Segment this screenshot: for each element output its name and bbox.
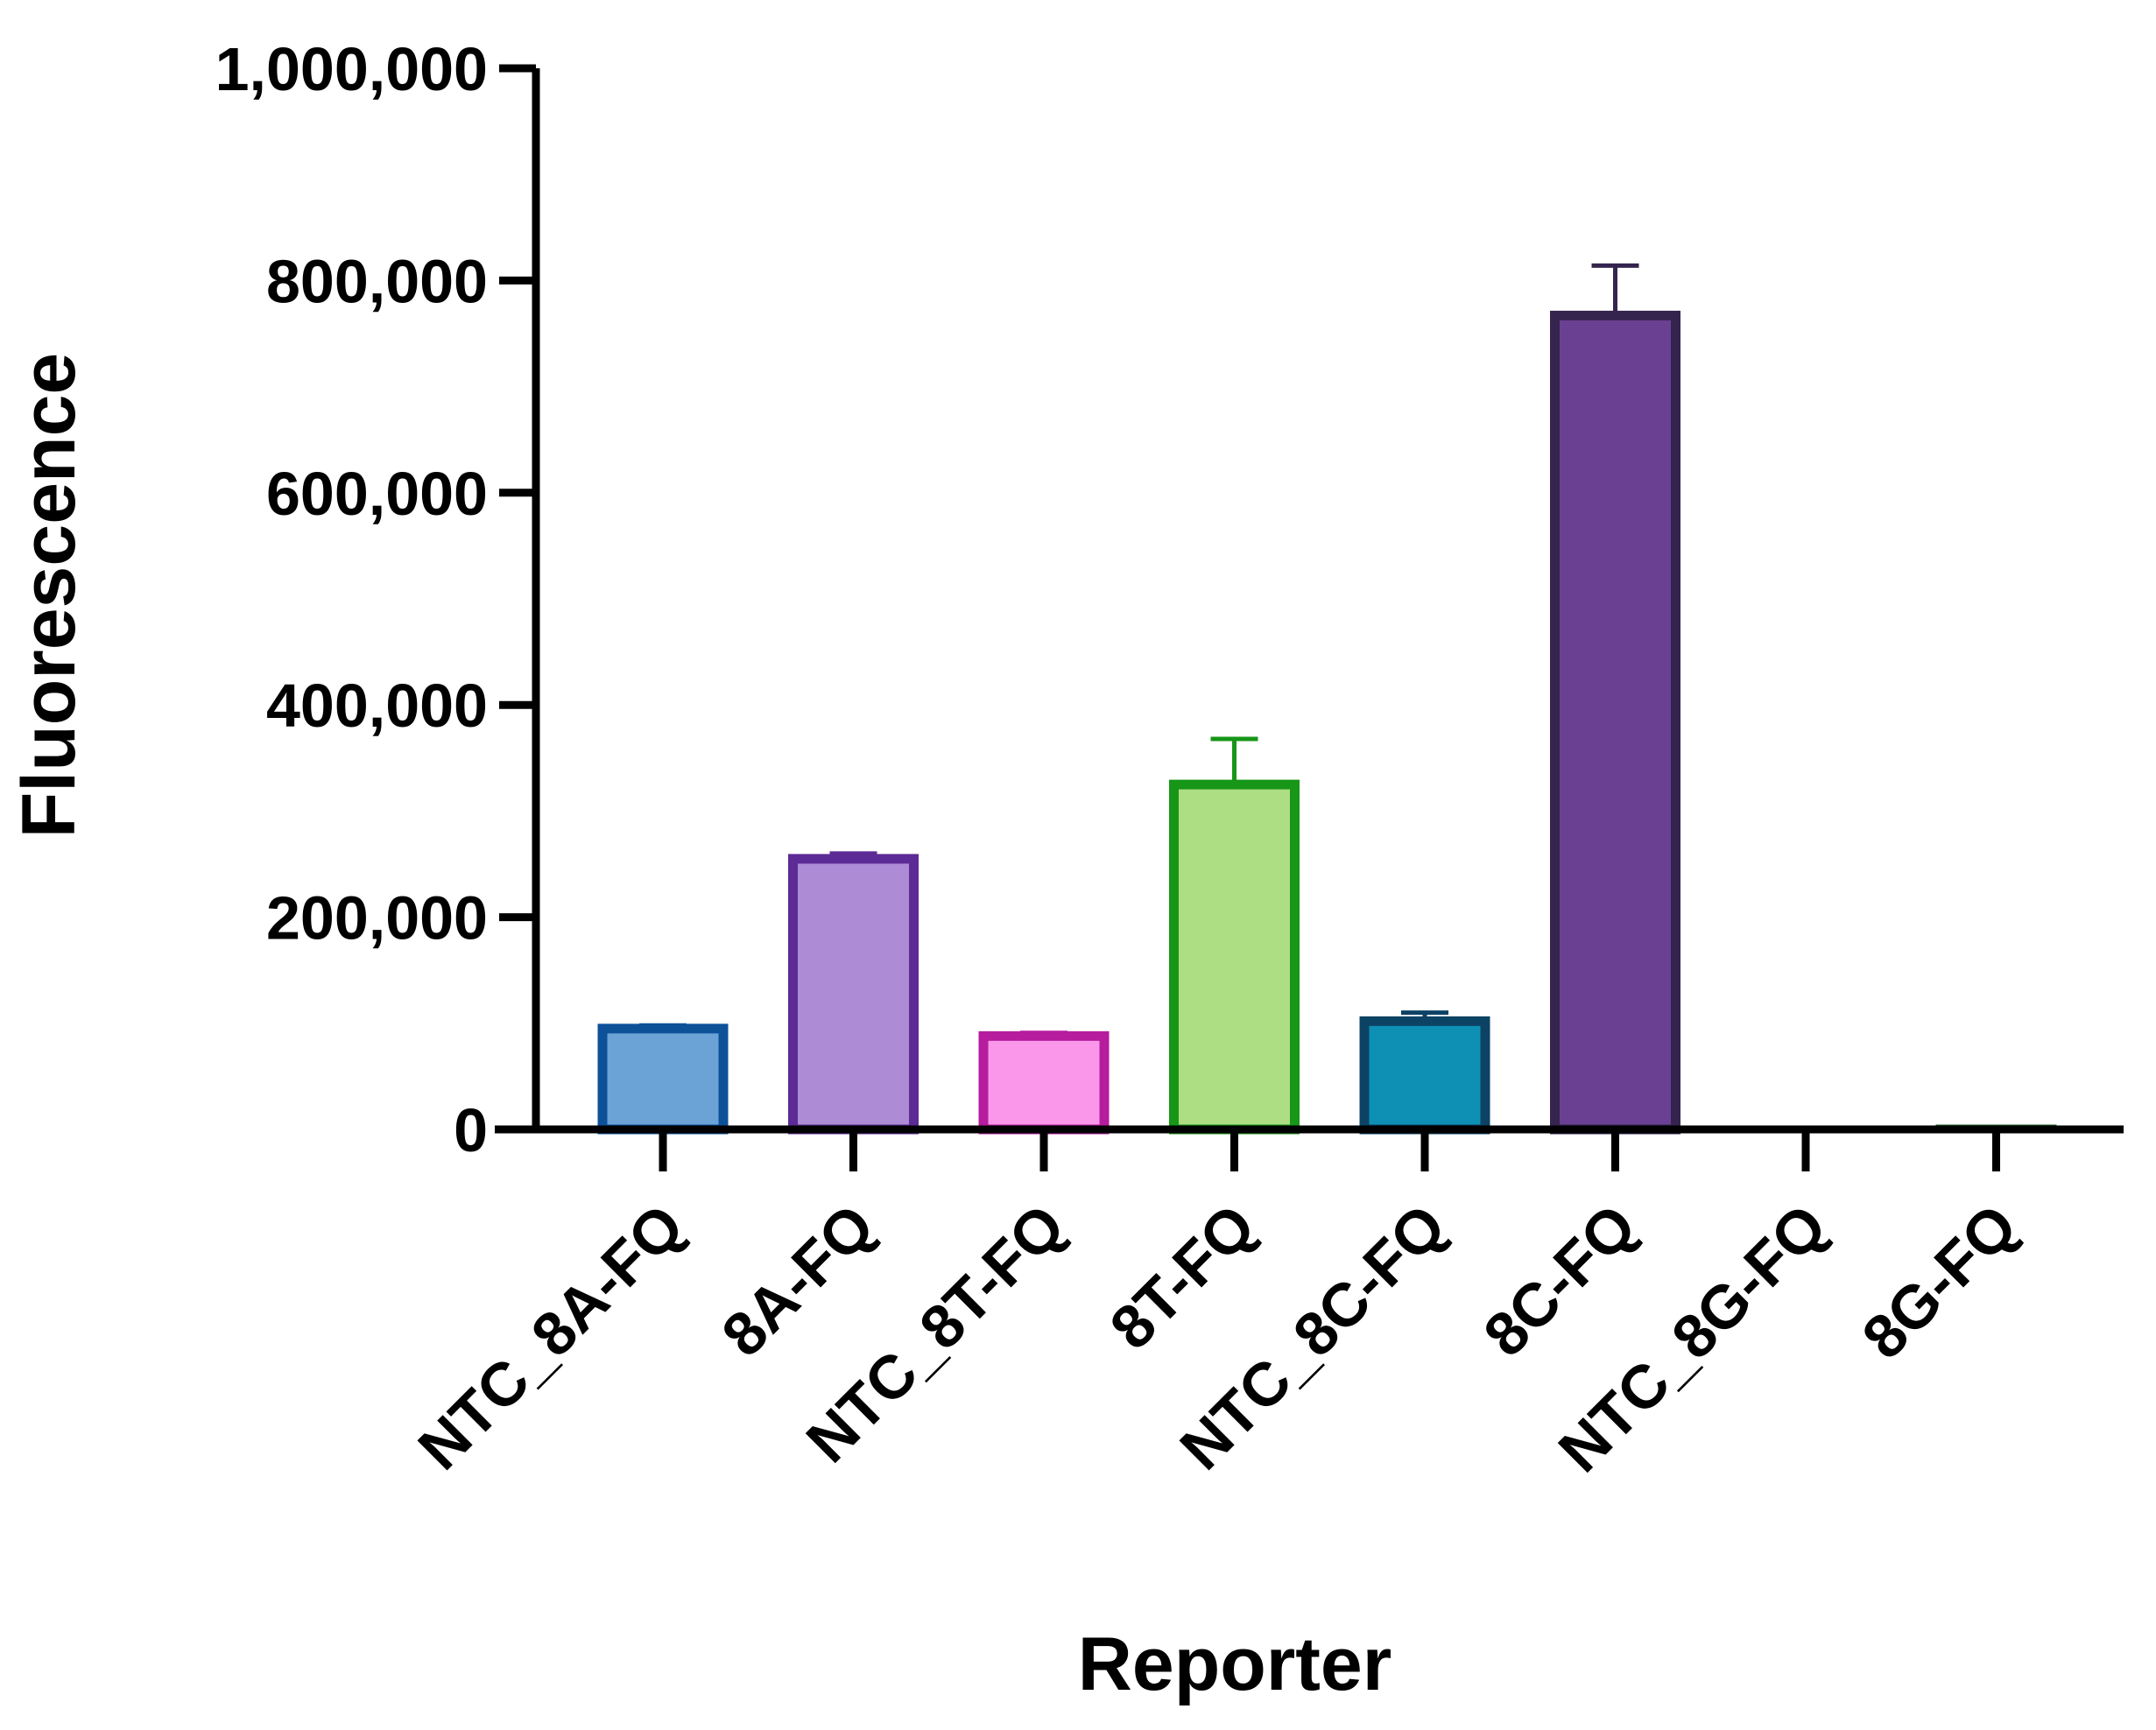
y-tick-label: 400,000	[266, 672, 488, 740]
bar	[1550, 310, 1680, 1135]
y-axis-title: Fluorescence	[7, 353, 91, 838]
x-tick-label: 8C-FQ	[1470, 1191, 1649, 1369]
x-tick-label: NTC_8A-FQ	[405, 1191, 697, 1482]
bars	[597, 263, 2057, 1135]
bar	[978, 1030, 1110, 1135]
y-tick-label: 0	[454, 1096, 488, 1164]
bar	[597, 1023, 729, 1135]
y-axis: 0 200,000 400,000 600,000 800,000 1,000,000	[215, 35, 540, 1164]
y-tick-label: 600,000	[266, 460, 488, 528]
x-axis-title: Reporter	[1078, 1622, 1392, 1706]
bar	[1169, 779, 1300, 1135]
bar	[788, 854, 919, 1135]
x-tick-label: 8A-FQ	[708, 1191, 887, 1369]
y-tick-label: 1,000,000	[215, 35, 488, 103]
bar	[1359, 1016, 1490, 1135]
y-tick-label: 200,000	[266, 884, 488, 953]
y-tick-label: 800,000	[266, 247, 488, 315]
x-tick-label: 8G-FQ	[1850, 1191, 2030, 1371]
x-tick-label: 8T-FQ	[1097, 1191, 1268, 1361]
